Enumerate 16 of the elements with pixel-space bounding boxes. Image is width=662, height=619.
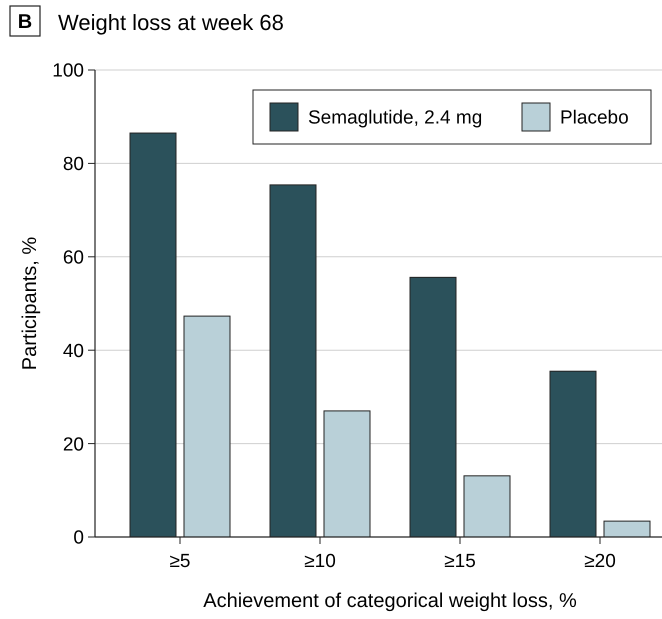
y-tick-label: 80 [62,154,84,176]
legend-label: Semaglutide, 2.4 mg [308,108,482,129]
y-tick-label: 60 [62,247,84,268]
chart-title: Weight loss at week 68 [58,10,284,35]
y-tick-label: 100 [52,60,84,82]
y-tick-label: 0 [73,528,84,549]
x-tick-label: ≥10 [304,551,336,572]
x-tick-label: ≥15 [444,551,476,572]
x-axis-title: Achievement of categorical weight loss, % [203,590,577,612]
x-tick-label: ≥5 [170,551,190,572]
y-tick-label: 40 [62,340,84,362]
text: B [18,11,32,33]
y-axis-title: Participants, % [19,236,41,370]
x-tick-label: ≥20 [584,551,616,572]
legend-label: Placebo [560,108,629,129]
y-tick-label: 20 [62,434,84,456]
